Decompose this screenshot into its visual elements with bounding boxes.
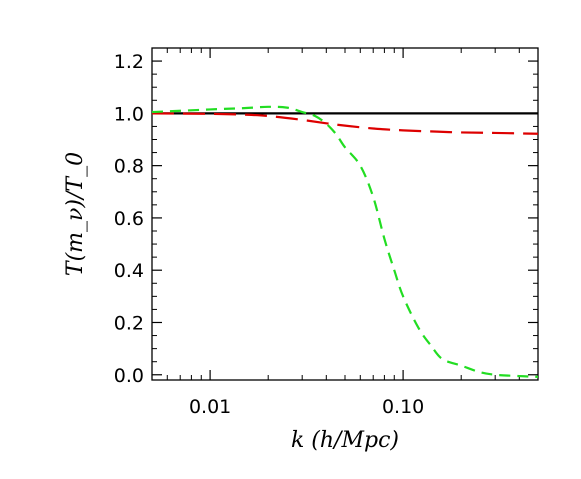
y-axis-label: T(m_ν)/T_0 (63, 152, 88, 276)
y-tick-label: 1.0 (114, 103, 144, 125)
y-tick-label: 0.0 (114, 365, 144, 387)
y-tick-label: 0.4 (114, 260, 144, 282)
ticks (151, 48, 539, 380)
tick-labels: 0.0 0.2 0.4 0.6 0.8 1.0 1.2 0.01 0.10 (114, 51, 424, 418)
series-layer (151, 105, 539, 378)
y-tick-label: 1.2 (114, 51, 144, 73)
y-tick-label: 0.2 (114, 312, 144, 334)
series-line-green-dash (151, 105, 539, 378)
series-line-red-long-dash (151, 112, 539, 135)
y-tick-label: 0.6 (114, 208, 144, 230)
x-axis-label: k (h/Mpc) (291, 428, 399, 453)
y-tick-label: 0.8 (114, 156, 144, 178)
x-tick-label: 0.01 (189, 396, 231, 418)
plot-frame (151, 47, 539, 381)
x-tick-label: 0.10 (382, 396, 424, 418)
